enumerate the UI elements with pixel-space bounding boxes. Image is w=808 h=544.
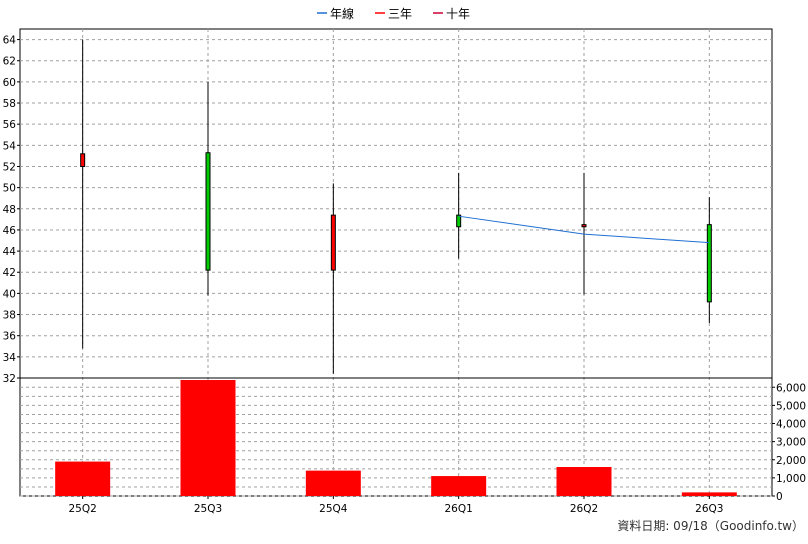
- price-tick-label: 60: [3, 77, 16, 89]
- category-label: 25Q3: [194, 503, 222, 515]
- legend-label: 三年: [388, 7, 412, 21]
- volume-tick-label: 2,000: [776, 455, 806, 467]
- volume-bar: [556, 467, 612, 496]
- price-tick-label: 50: [3, 183, 16, 195]
- volume-tick-label: 4,000: [776, 419, 806, 431]
- price-tick-label: 38: [3, 310, 16, 322]
- volume-bar: [431, 476, 487, 496]
- series-line-annual: [458, 215, 710, 244]
- candle-body: [330, 214, 336, 271]
- category-label: 26Q2: [570, 503, 598, 515]
- volume-tick-label: 1,000: [776, 473, 806, 485]
- category-label: 26Q3: [695, 503, 723, 515]
- price-tick-label: 32: [3, 373, 16, 385]
- category-label: 26Q1: [445, 503, 473, 515]
- price-tick-label: 44: [3, 246, 17, 258]
- price-tick-label: 48: [3, 204, 16, 216]
- data-date-footer: 資料日期: 09/18（Goodinfo.tw）: [617, 519, 804, 533]
- volume-bar: [55, 461, 111, 496]
- volume-tick-label: 3,000: [776, 437, 806, 449]
- price-tick-label: 40: [3, 288, 16, 300]
- candle-body: [205, 152, 211, 271]
- legend-label: 十年: [446, 7, 470, 21]
- category-label: 25Q4: [319, 503, 348, 515]
- volume-bar: [681, 492, 737, 496]
- price-tick-label: 54: [3, 140, 17, 152]
- volume-tick-label: 0: [776, 491, 783, 503]
- price-tick-label: 52: [3, 161, 16, 173]
- candle-body: [706, 224, 712, 303]
- price-tick-label: 42: [3, 267, 16, 279]
- price-tick-label: 62: [3, 56, 16, 68]
- candle-body: [581, 224, 587, 228]
- candle-body: [80, 153, 86, 167]
- price-tick-label: 56: [3, 119, 17, 131]
- price-tick-label: 46: [3, 225, 17, 237]
- price-tick-label: 34: [3, 352, 17, 364]
- plot-frame: [19, 28, 773, 497]
- price-tick-label: 58: [3, 98, 16, 110]
- candle-body: [456, 214, 462, 228]
- volume-bar: [305, 470, 361, 496]
- legend-label: 年線: [330, 6, 354, 21]
- volume-bar: [180, 380, 236, 496]
- price-tick-label: 64: [3, 35, 17, 47]
- price-tick-label: 36: [3, 331, 17, 343]
- volume-tick-label: 5,000: [776, 400, 806, 412]
- category-label: 25Q2: [69, 503, 97, 515]
- volume-tick-label: 6,000: [776, 382, 806, 394]
